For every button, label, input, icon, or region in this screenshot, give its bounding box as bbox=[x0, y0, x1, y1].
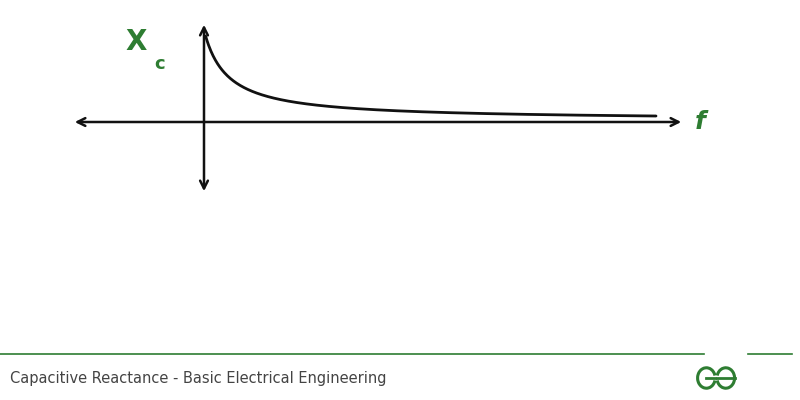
Text: ∂G: ∂G bbox=[0, 399, 1, 400]
Text: Capacitive Reactance - Basic Electrical Engineering: Capacitive Reactance - Basic Electrical … bbox=[10, 370, 386, 386]
Text: $\mathbf{X}$: $\mathbf{X}$ bbox=[125, 28, 148, 56]
Text: $\bfit{f}$: $\bfit{f}$ bbox=[694, 110, 710, 134]
Text: $\mathbf{c}$: $\mathbf{c}$ bbox=[154, 55, 166, 73]
